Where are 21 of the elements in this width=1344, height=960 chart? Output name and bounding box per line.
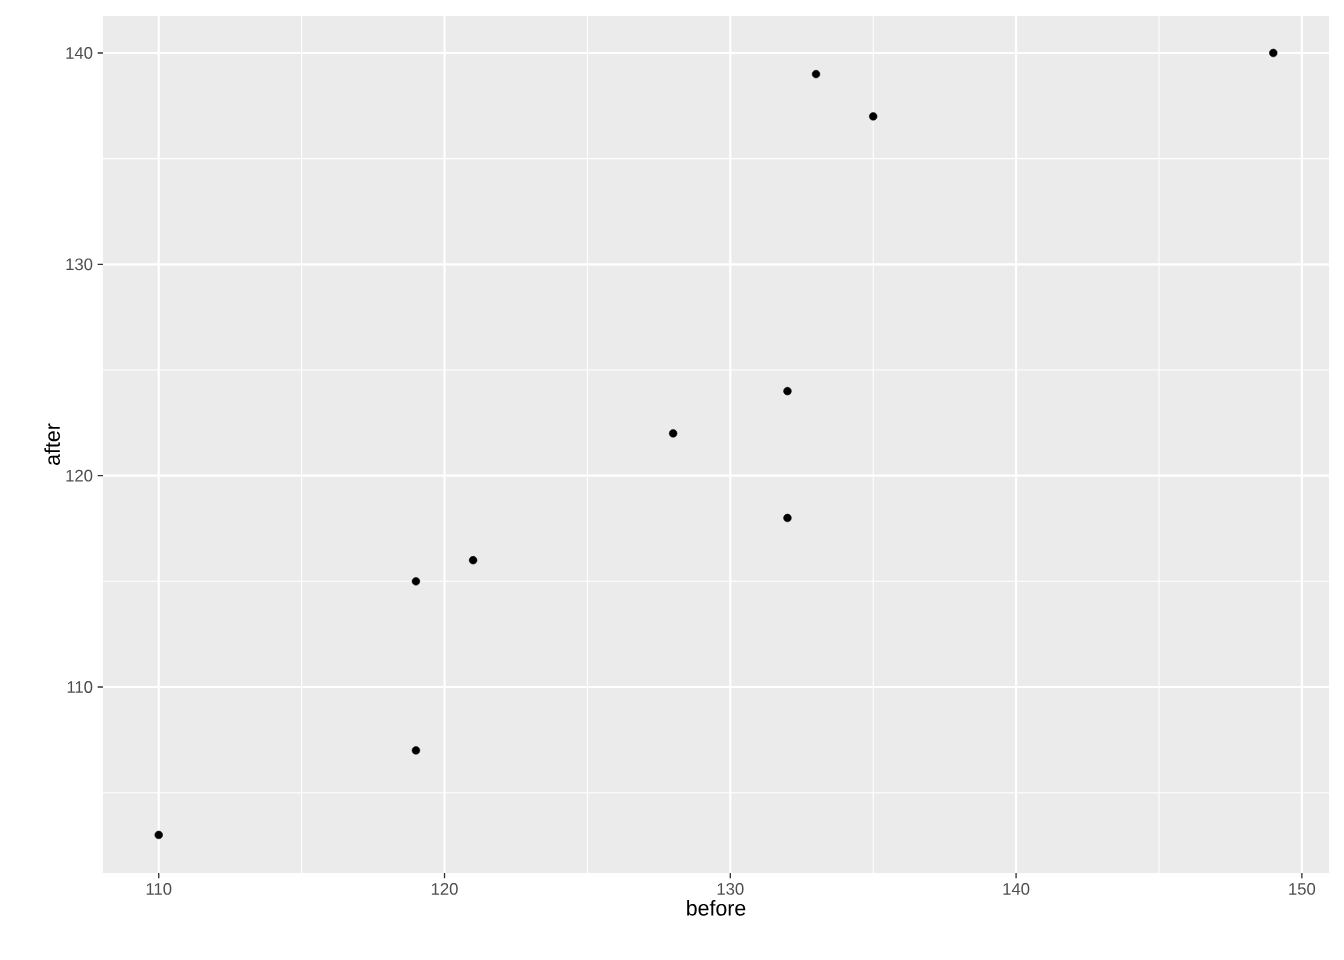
x-tick-label: 140 xyxy=(1003,883,1030,895)
point xyxy=(468,556,478,565)
point xyxy=(869,112,878,121)
point xyxy=(783,386,792,396)
point xyxy=(669,429,678,438)
point xyxy=(811,69,821,79)
point xyxy=(154,830,163,840)
point xyxy=(1269,48,1278,58)
y-tick-label: 130 xyxy=(66,258,93,271)
y-tick-label: 140 xyxy=(66,47,93,59)
x-tick-label: 120 xyxy=(431,883,458,895)
y-axis-title: after xyxy=(44,423,60,465)
y-tick-label: 120 xyxy=(66,469,93,482)
x-axis-title: before xyxy=(687,900,746,916)
x-tick-label: 150 xyxy=(1289,883,1316,895)
x-tick-label: 110 xyxy=(146,883,172,895)
point xyxy=(411,746,421,755)
y-tick-label: 110 xyxy=(67,681,93,693)
point xyxy=(411,577,421,586)
point xyxy=(783,513,792,523)
x-tick-label: 130 xyxy=(717,883,744,895)
